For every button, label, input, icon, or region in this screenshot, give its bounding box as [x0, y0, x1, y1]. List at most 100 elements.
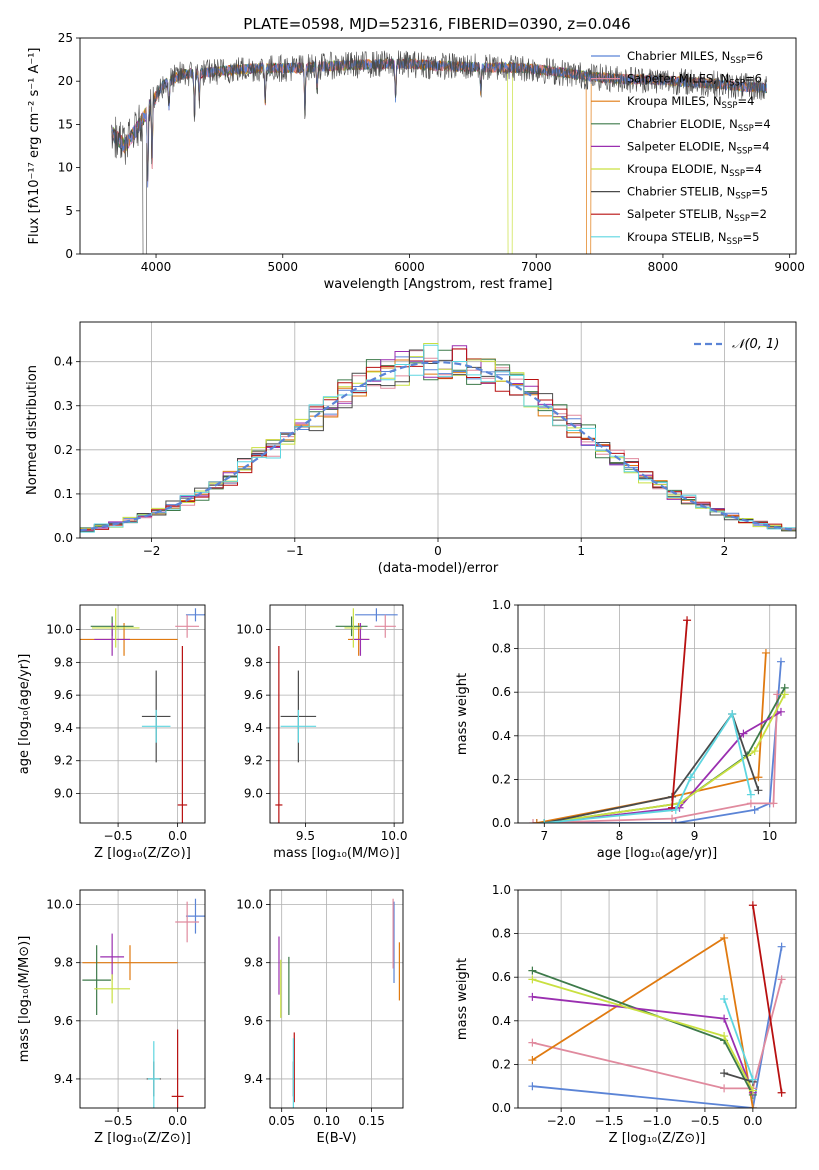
- series-marker: [683, 616, 692, 625]
- series-kroupa-stelib: [540, 710, 755, 823]
- point-kroupa-miles: [82, 945, 178, 981]
- series-marker: [671, 805, 680, 814]
- y-axis-label: Normed distribution: [25, 365, 40, 495]
- series-marker: [528, 992, 537, 1001]
- series-marker: [777, 942, 786, 951]
- chart-age-vs-mass: 9.5 10.0 9.0 9.2 9.4 9.6 9.8 10.0 mass [log₁₀(M/…: [236, 604, 407, 861]
- y-tick-label: 1.0: [492, 598, 511, 612]
- series-line: [544, 693, 786, 823]
- y-tick-label: 9.6: [54, 688, 73, 702]
- y-tick-label: 9.2: [244, 754, 263, 768]
- spectrum-line-chabrier-miles: [111, 59, 767, 188]
- y-tick-label: 0.4: [54, 355, 73, 369]
- y-tick-label: 0.2: [492, 772, 511, 786]
- series-marker: [748, 1086, 757, 1095]
- series-line: [532, 978, 754, 1092]
- legend: 𝒩(0, 1): [694, 337, 779, 352]
- x-tick-label: 2: [721, 544, 729, 558]
- series-marker: [529, 819, 538, 823]
- series-salpeter-elodie: [540, 707, 785, 823]
- plot-area: [270, 890, 403, 1108]
- series-marker: [761, 648, 770, 657]
- figure-title: PLATE=0598, MJD=52316, FIBERID=0390, z=0…: [243, 15, 630, 33]
- series-line: [536, 652, 767, 823]
- series-marker: [720, 995, 729, 1003]
- series-marker: [668, 814, 677, 823]
- x-axis-label: age [log₁₀(age/yr)]: [597, 846, 718, 861]
- x-tick-label: −1.5: [594, 1114, 623, 1128]
- y-tick-label: 9.6: [54, 1014, 73, 1028]
- series-marker: [720, 1084, 729, 1093]
- y-tick-label: 9.6: [244, 688, 263, 702]
- x-axis-label: Z [log₁₀(Z/Z⊙)]: [609, 1131, 706, 1146]
- y-tick-label: 10.0: [46, 898, 73, 912]
- y-tick-label: 0.1: [54, 487, 73, 501]
- x-axis-label: Z [log₁₀(Z/Z⊙)]: [94, 1131, 191, 1146]
- y-tick-label: 0: [65, 247, 73, 261]
- series-marker: [720, 1069, 729, 1078]
- x-tick-label: 7000: [521, 260, 552, 274]
- series-marker: [528, 1038, 537, 1047]
- series-marker: [720, 933, 729, 942]
- series-marker: [686, 773, 695, 782]
- axes-frame: [79, 889, 206, 1109]
- y-axis-label: mass weight: [455, 673, 470, 755]
- chart-spectrum: 4000 5000 6000 7000 8000 9000 0 5 10 15 20 25 wavele…: [27, 31, 805, 292]
- x-tick-label: 8: [616, 829, 624, 843]
- series-marker: [773, 690, 782, 699]
- point-kroupa-elodie: [91, 608, 140, 648]
- series-line: [532, 979, 783, 1090]
- point-chabrier-miles: [355, 608, 398, 622]
- point-salpeter-stelib: [275, 645, 283, 823]
- y-tick-label: 0.3: [54, 399, 73, 413]
- x-tick-label: 0.0: [743, 1114, 762, 1128]
- y-tick-label: 9.8: [244, 956, 263, 970]
- grid: [80, 605, 205, 823]
- y-tick-label: 15: [58, 117, 73, 131]
- grid: [80, 890, 205, 1108]
- legend-entry-kroupa-stelib: Kroupa STELIB, NSSP=5: [627, 230, 759, 247]
- series-marker: [528, 1082, 537, 1091]
- series-salpeter-elodie: [528, 992, 757, 1097]
- x-tick-label: 1: [577, 544, 585, 558]
- series-marker: [777, 1088, 786, 1097]
- legend-entry-chabrier-elodie: Chabrier ELODIE, NSSP=4: [627, 117, 771, 134]
- x-tick-label: 5000: [267, 260, 298, 274]
- series-marker: [776, 657, 785, 666]
- y-tick-label: 9.0: [54, 786, 73, 800]
- chart-mass-vs-Z: −0.5 0.0 9.4 9.6 9.8 10.0 Z [log₁₀(Z/Z⊙)] mass …: [17, 889, 206, 1146]
- chart-residuals: −2 −1 0 1 2 0.0 0.1 0.2 0.3 0.4 (data-model)/error…: [25, 321, 797, 576]
- series-marker: [528, 1056, 537, 1065]
- series-marker: [746, 790, 755, 799]
- y-axis-label: age [log₁₀(age/yr)]: [17, 654, 32, 775]
- legend-entry-salpeter-elodie: Salpeter ELODIE, NSSP=4: [627, 139, 770, 156]
- axes-frame: [269, 604, 404, 824]
- chart-mass-vs-ebv: 0.05 0.10 0.15 9.4 9.6 9.8 10.0 E(B-V): [236, 889, 404, 1146]
- legend: Chabrier MILES, NSSP=6 Salpeter MILES, NS…: [591, 49, 771, 247]
- y-tick-label: 0.0: [492, 816, 511, 830]
- x-tick-label: 0.05: [268, 1114, 295, 1128]
- y-tick-label: 0.4: [492, 1014, 511, 1028]
- series-marker: [528, 966, 537, 975]
- legend-entry-chabrier-stelib: Chabrier STELIB, NSSP=5: [627, 185, 768, 202]
- y-tick-label: 9.4: [244, 1072, 263, 1086]
- x-axis-label: Z [log₁₀(Z/Z⊙)]: [94, 846, 191, 861]
- series-marker: [528, 975, 537, 984]
- point-salpeter-elodie: [100, 933, 125, 981]
- y-tick-label: 9.6: [244, 1014, 263, 1028]
- point-salpeter-miles: [175, 614, 200, 638]
- chart-age-vs-Z: −0.5 0.0 9.0 9.2 9.4 9.6 9.8 10.0 Z [log₁₀(Z/Z⊙)…: [17, 604, 206, 861]
- y-tick-label: 25: [58, 31, 73, 45]
- series-salpeter-stelib: [748, 901, 786, 1097]
- series-kroupa-stelib: [720, 995, 757, 1084]
- x-tick-label: −0.5: [104, 1114, 133, 1128]
- legend-entry-normal: 𝒩(0, 1): [732, 337, 779, 352]
- x-tick-label: −0.5: [690, 1114, 719, 1128]
- legend-entry-kroupa-elodie: Kroupa ELODIE, NSSP=4: [627, 162, 762, 179]
- y-axis-label: Flux [fλ10⁻¹⁷ erg cm⁻² s⁻¹ A⁻¹]: [27, 48, 42, 245]
- point-salpeter-miles: [175, 901, 200, 943]
- plot-area: [80, 605, 205, 823]
- y-tick-label: 0.2: [54, 443, 73, 457]
- y-tick-label: 10: [58, 161, 73, 175]
